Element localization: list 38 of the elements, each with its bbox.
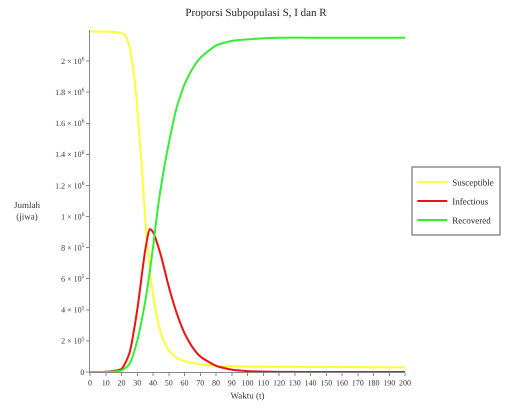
y-tick-label: 1.6 × 10$^{6}$ [55, 118, 85, 128]
legend-label: Infectious [452, 196, 489, 207]
x-tick-label: 190 [383, 378, 396, 388]
y-tick-label: 1.4 × 10$^{6}$ [55, 150, 85, 160]
y-tick-label: 0 [80, 368, 84, 377]
x-tick-label: 160 [336, 378, 348, 388]
x-tick-label: 150 [320, 378, 332, 388]
legend-label: Recovered [452, 216, 492, 226]
x-tick-label: 0 [88, 378, 92, 388]
x-tick-label: 140 [304, 378, 316, 388]
x-tick-label: 200 [399, 378, 411, 388]
y-axis-title: Jumlah (jiwa) [14, 200, 40, 222]
y-tick-label: 1 × 10$^{6}$ [61, 212, 85, 222]
x-tick-label: 180 [368, 378, 380, 388]
x-tick-label: 110 [257, 378, 270, 388]
y-tick-label: 6 × 10$^{5}$ [61, 274, 85, 284]
x-tick-label: 60 [180, 378, 188, 388]
x-tick-label: 100 [242, 378, 254, 388]
y-tick-label: 2 × 10$^{5}$ [61, 336, 85, 346]
legend-label: Susceptible [452, 178, 494, 188]
y-tick-label: 1.2 × 10$^{6}$ [55, 180, 85, 190]
x-tick-label: 170 [352, 378, 364, 388]
x-tick-label: 130 [288, 378, 301, 388]
x-axis-title: Waktu (t) [230, 390, 265, 400]
x-tick-label: 40 [149, 378, 157, 388]
x-tick-label: 80 [212, 378, 220, 388]
x-tick-label: 120 [273, 378, 285, 388]
x-tick-label: 90 [228, 378, 236, 388]
y-tick-label: 2 × 10$^{6}$ [61, 56, 85, 66]
x-tick-label: 70 [196, 378, 204, 388]
x-tick-label: 50 [164, 378, 173, 388]
y-tick-label: 8 × 10$^{5}$ [61, 243, 85, 252]
x-tick-label: 10 [102, 378, 110, 388]
chart-title: Proporsi Subpopulasi S, I dan R [185, 7, 328, 20]
y-tick-label: 1.8 × 10$^{6}$ [55, 88, 85, 97]
y-tick-label: 4 × 10$^{5}$ [61, 305, 85, 315]
x-tick-label: 20 [118, 378, 126, 388]
x-tick-label: 30 [133, 378, 142, 388]
